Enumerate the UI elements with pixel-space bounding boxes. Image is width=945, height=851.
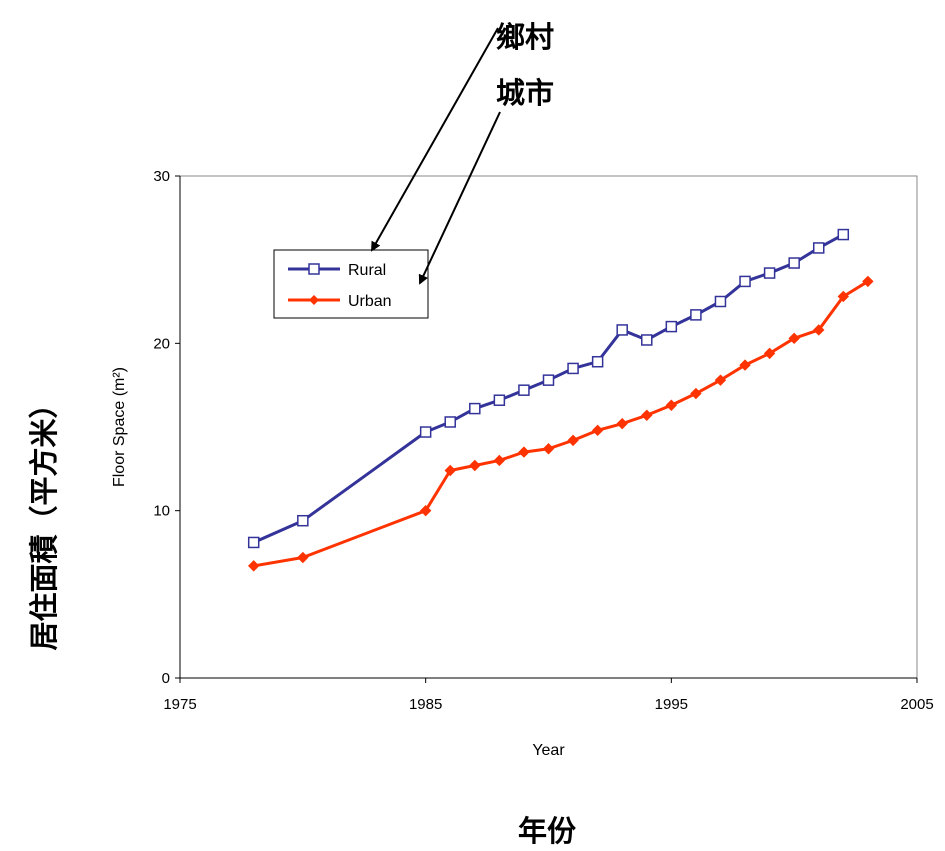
data-point-rural [518,384,530,396]
annotation-urban-chinese: 城市 [496,76,555,110]
y-axis-title: Floor Space (m²) [111,367,128,487]
data-point-urban [862,275,874,288]
legend-label: Rural [348,262,386,279]
data-point-rural [444,416,456,428]
data-point-urban [567,434,579,447]
y-tick-label: 0 [162,670,170,687]
data-point-rural [493,394,506,406]
data-point-rural [739,275,751,288]
data-point-urban [444,464,456,477]
y-tick-label: 10 [153,503,170,520]
arrow-rural [371,27,499,252]
x-tick-label: 1985 [409,696,442,713]
data-point-urban [714,374,727,386]
data-point-rural [297,514,309,527]
series-urban [247,275,874,572]
data-point-urban [542,443,555,455]
x-axis-title: Year [532,742,565,759]
y-tick-label: 20 [153,335,170,352]
legend-box [273,249,429,319]
data-point-urban [665,399,678,411]
legend-label: Urban [348,293,392,310]
annotation-arrows [371,27,501,285]
data-point-urban [788,332,800,345]
data-point-rural [714,295,727,308]
legend-marker [308,263,320,275]
y-tick-label: 30 [153,168,170,185]
data-point-urban [837,290,850,303]
data-point-urban [690,387,702,400]
data-point-rural [812,242,825,254]
data-point-urban [419,504,432,517]
data-point-urban [813,324,825,336]
data-point-rural [591,355,604,368]
data-point-rural [616,324,628,336]
data-point-urban [641,409,653,421]
data-point-rural [419,426,432,438]
data-point-urban [763,347,776,360]
data-point-urban [469,459,481,472]
data-point-urban [493,454,506,467]
data-point-urban [739,359,751,371]
legend: Rural Urban [273,249,429,319]
data-point-rural [763,267,776,279]
series-rural [247,228,850,549]
data-point-rural [641,334,653,346]
data-point-urban [297,551,309,564]
data-point-rural [247,536,260,549]
data-point-rural [788,257,800,269]
outer-x-axis-label: 年份 [518,814,577,848]
data-point-urban [591,424,604,437]
x-tick-label: 1975 [163,696,196,713]
data-point-rural [837,228,850,241]
data-point-rural [665,320,678,333]
data-point-rural [469,402,481,415]
legend-marker [309,295,319,305]
data-point-urban [616,417,628,430]
annotation-rural-chinese: 鄉村 [496,20,555,54]
x-tick-label: 2005 [900,696,933,713]
data-point-rural [690,309,702,321]
data-point-urban [518,446,530,458]
data-point-urban [247,560,260,572]
x-tick-label: 1995 [655,696,688,713]
data-point-rural [567,362,579,375]
arrow-urban [418,111,501,285]
data-point-rural [542,374,555,386]
